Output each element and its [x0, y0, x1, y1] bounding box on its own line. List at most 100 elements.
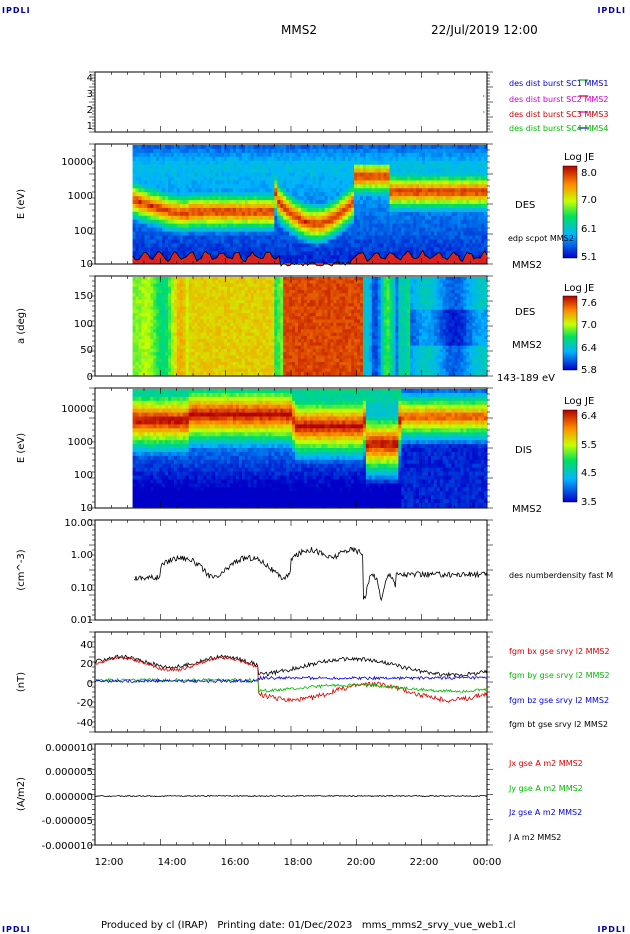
des-energy-cell — [333, 247, 337, 252]
des-energy-cell — [200, 204, 204, 209]
des-energy-cell — [401, 184, 405, 189]
des-energy-cell — [227, 148, 231, 154]
des-pitch-cell — [241, 283, 246, 288]
des-energy-cell — [327, 160, 331, 166]
des-energy-cell — [424, 243, 429, 248]
des-energy-cell — [383, 148, 387, 154]
des-pitch-cell — [150, 371, 154, 376]
des-pitch-cell — [153, 293, 157, 297]
des-energy-cell — [215, 180, 219, 185]
des-energy-cell — [289, 235, 293, 240]
des-energy-cell — [327, 188, 331, 193]
des-energy-cell — [407, 192, 411, 197]
des-pitch-cell — [203, 329, 207, 333]
des-energy-cell — [230, 168, 234, 173]
des-pitch-cell — [191, 319, 195, 324]
des-pitch-cell — [176, 368, 181, 373]
des-energy-cell — [150, 207, 154, 213]
des-energy-cell — [348, 227, 352, 232]
des-energy-cell — [357, 184, 361, 189]
des-energy-cell — [324, 200, 328, 205]
des-pitch-cell — [203, 322, 207, 327]
des-energy-cell — [401, 211, 405, 217]
des-energy-cell — [227, 219, 231, 225]
des-energy-cell — [463, 215, 467, 221]
des-energy-cell — [354, 156, 358, 162]
des-energy-cell — [150, 164, 154, 169]
des-pitch-cell — [212, 299, 216, 304]
des-pitch-cell — [215, 345, 219, 350]
des-energy-cell — [297, 223, 302, 228]
des-energy-cell — [230, 145, 234, 150]
des-energy-cell — [463, 247, 467, 252]
des-pitch-cell — [218, 329, 222, 333]
des-energy-cell — [162, 145, 166, 150]
des-energy-cell — [339, 172, 343, 177]
des-pitch-cell — [224, 339, 228, 343]
des-energy-cell — [280, 188, 284, 193]
des-energy-cell — [188, 223, 193, 228]
des-energy-cell — [392, 196, 396, 201]
des-energy-cell — [268, 172, 272, 177]
des-energy-cell — [212, 192, 216, 197]
des-energy-cell — [259, 251, 263, 256]
des-energy-cell — [345, 259, 349, 264]
des-energy-cell — [150, 251, 154, 256]
des-energy-cell — [289, 204, 293, 209]
des-energy-cell — [144, 180, 148, 185]
des-energy-cell — [342, 255, 346, 260]
des-energy-cell — [377, 243, 382, 248]
des-energy-cell — [451, 152, 455, 158]
des-pitch-cell — [165, 316, 169, 320]
des-pitch-cell — [200, 280, 204, 284]
des-pitch-cell — [173, 299, 178, 304]
des-energy-cell — [404, 196, 408, 201]
des-energy-cell — [218, 168, 222, 173]
des-energy-cell — [209, 145, 213, 150]
des-energy-cell — [454, 215, 458, 221]
des-energy-cell — [318, 259, 322, 264]
des-energy-cell — [259, 239, 263, 244]
des-energy-cell — [348, 176, 352, 181]
des-energy-cell — [351, 239, 355, 244]
des-energy-cell — [383, 247, 387, 252]
des-pitch-cell — [247, 312, 252, 317]
des-energy-cell — [386, 200, 390, 205]
des-energy-cell — [454, 231, 458, 236]
des-energy-cell — [147, 192, 151, 197]
des-energy-cell — [430, 231, 435, 236]
des-energy-cell — [162, 219, 166, 225]
des-energy-cell — [478, 211, 482, 217]
des-energy-cell — [182, 160, 187, 166]
des-energy-cell — [448, 243, 452, 248]
des-energy-cell — [215, 207, 219, 213]
des-energy-cell — [442, 247, 447, 252]
des-energy-cell — [345, 207, 349, 213]
des-pitch-cell — [191, 316, 195, 320]
des-energy-cell — [339, 196, 343, 201]
des-energy-cell — [359, 231, 364, 236]
des-pitch-cell — [170, 296, 175, 301]
des-energy-cell — [256, 215, 260, 221]
des-energy-cell — [215, 152, 219, 158]
des-energy-cell — [182, 204, 187, 209]
des-pitch-cell — [250, 326, 255, 330]
des-energy-cell — [354, 196, 358, 201]
des-energy-cell — [277, 172, 281, 177]
des-energy-cell — [283, 152, 287, 158]
des-energy-cell — [144, 156, 148, 162]
des-energy-cell — [354, 152, 358, 158]
des-energy-cell — [185, 184, 190, 189]
des-energy-cell — [336, 180, 340, 185]
des-energy-cell — [401, 164, 405, 169]
des-energy-cell — [170, 156, 175, 162]
des-energy-cell — [463, 152, 467, 158]
des-energy-cell — [306, 207, 311, 213]
des-energy-cell — [348, 239, 352, 244]
des-energy-cell — [389, 188, 393, 193]
des-energy-cell — [289, 243, 293, 248]
des-pitch-cell — [165, 368, 169, 373]
des-pitch-cell — [221, 290, 225, 294]
des-pitch-cell — [200, 283, 204, 288]
des-energy-cell — [150, 211, 154, 217]
